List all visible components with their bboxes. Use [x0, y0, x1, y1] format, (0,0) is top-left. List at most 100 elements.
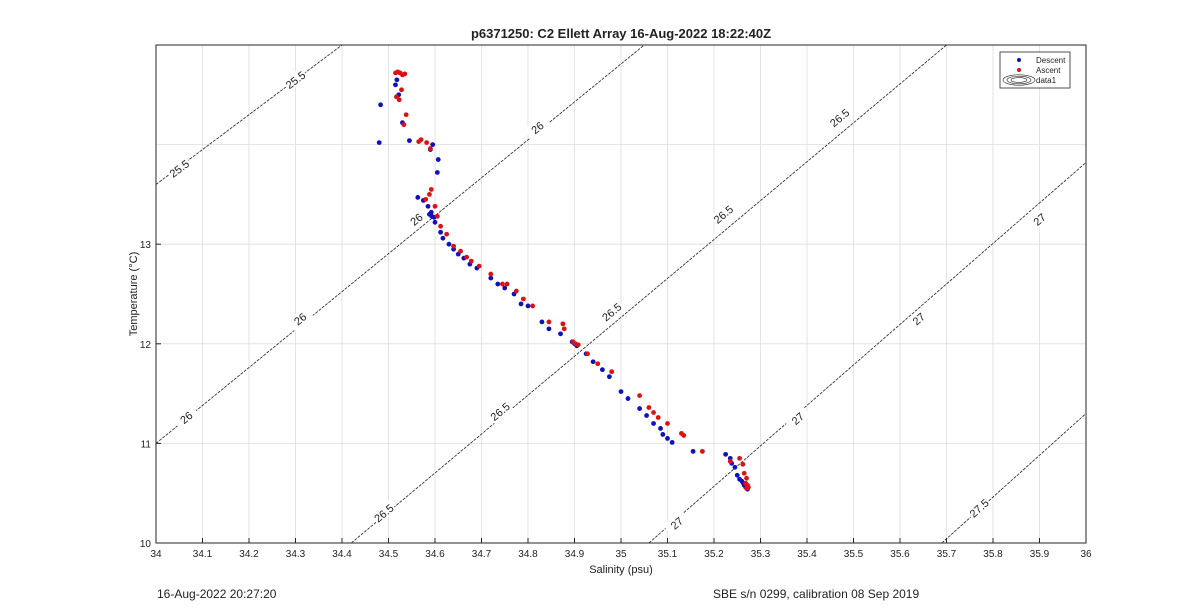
chart-title: p6371250: C2 Ellett Array 16-Aug-2022 18… — [471, 26, 771, 41]
x-tick-label: 35.4 — [797, 549, 817, 560]
ascent-point — [424, 140, 430, 146]
ascent-point — [651, 410, 656, 415]
descent-point — [651, 421, 656, 426]
isopycnal-label: 26 — [408, 212, 425, 229]
isopycnal-line — [155, 44, 645, 444]
descent-point — [430, 142, 436, 148]
isopycnal-label-bg — [1025, 206, 1053, 232]
ascent-point — [396, 97, 402, 103]
ascent-point — [681, 433, 687, 438]
isopycnal-line — [351, 44, 947, 544]
legend-marker-ascent — [1017, 68, 1021, 72]
legend[interactable]: Descent Ascent data1 — [999, 51, 1071, 89]
ascent-point — [399, 87, 404, 93]
ascent-point — [428, 187, 434, 192]
ascent-point — [458, 248, 463, 254]
descent-point — [394, 77, 400, 83]
isopycnal-label-bg — [281, 67, 309, 92]
ascent-series — [393, 69, 751, 491]
x-tick-label: 35 — [615, 549, 627, 560]
legend-marker-contour-icon — [1002, 74, 1036, 86]
descent-point — [606, 374, 612, 380]
isopycnal-label: 26 — [292, 311, 309, 328]
y-tick-label: 11 — [141, 439, 152, 450]
ascent-point — [504, 281, 510, 287]
grid-lines — [155, 45, 1087, 543]
y-tick-label: 10 — [140, 539, 152, 550]
descent-point — [723, 451, 729, 457]
ascent-point — [575, 342, 581, 348]
ascent-point — [403, 112, 409, 118]
x-tick-label: 36 — [1080, 549, 1092, 560]
descent-point — [415, 194, 421, 200]
descent-point — [435, 157, 441, 162]
isopycnal-label-bg — [825, 104, 853, 131]
axis-ticks: 34 34.1 34.2 34.3 34.4 34.5 34.6 34.7 34.8 34.9 35… — [140, 240, 1092, 560]
isopycnal-label-bg — [486, 398, 514, 424]
legend-contour-ring — [1010, 77, 1028, 83]
descent-point — [432, 219, 438, 225]
ascent-point — [744, 485, 749, 491]
ascent-point — [737, 455, 742, 461]
isopycnal-label: 26 — [529, 120, 546, 137]
x-axis-label: Salinity (psu) — [589, 564, 653, 576]
descent-point — [425, 203, 431, 209]
ascent-point — [665, 421, 670, 426]
descent-point — [378, 102, 383, 108]
x-tick-label: 35.8 — [983, 549, 1003, 560]
x-tick-label: 35.7 — [937, 549, 957, 560]
y-axis-label: Temperature (°C) — [128, 252, 140, 336]
ascent-point — [595, 361, 601, 367]
ascent-point — [476, 263, 482, 269]
legend-label-descent: Descent — [1036, 56, 1066, 65]
ascent-point — [500, 281, 505, 287]
ascent-point — [520, 296, 526, 302]
ascent-point — [744, 475, 749, 481]
isopycnal-label: 26 — [178, 410, 195, 427]
x-tick-label: 35.1 — [658, 549, 678, 560]
isopycnal-label-bg — [370, 500, 397, 526]
descent-point — [658, 426, 663, 431]
x-tick-label: 34.1 — [193, 549, 213, 560]
descent-point — [438, 229, 443, 235]
descent-point — [495, 281, 501, 287]
descent-point — [393, 82, 398, 88]
descent-point — [637, 406, 642, 411]
ascent-point — [418, 137, 424, 143]
ascent-point — [434, 213, 440, 219]
descent-point — [618, 389, 624, 395]
descent-point — [665, 436, 670, 441]
descent-point — [518, 301, 524, 307]
ascent-point — [560, 321, 566, 327]
descent-series — [376, 77, 750, 492]
legend-marker-descent — [1017, 58, 1021, 62]
ascent-point — [402, 71, 408, 77]
descent-point — [734, 472, 740, 478]
x-tick-label: 35.5 — [844, 549, 864, 560]
descent-point — [600, 367, 605, 373]
x-tick-label: 35.2 — [704, 549, 724, 560]
descent-point — [488, 275, 494, 281]
descent-point — [558, 331, 563, 337]
descent-point — [590, 359, 596, 365]
ascent-point — [427, 192, 432, 197]
isopycnal-label-bg — [904, 305, 932, 332]
descent-point — [525, 303, 531, 309]
ascent-point — [468, 258, 474, 264]
descent-point — [407, 138, 412, 144]
isopycnal-label-bg — [965, 494, 992, 521]
descent-point — [669, 440, 675, 445]
ascent-point — [699, 448, 705, 454]
ascent-point — [401, 122, 407, 128]
isopycnal-label-bg — [709, 201, 737, 227]
descent-point — [434, 170, 440, 175]
legend-label-data1: data1 — [1036, 76, 1057, 85]
y-tick-label: 13 — [140, 240, 152, 251]
isopycnal-label-bg — [286, 305, 314, 332]
ascent-point — [637, 393, 642, 398]
descent-point — [625, 396, 631, 401]
x-tick-label: 35.9 — [1030, 549, 1050, 560]
isopycnal-label-bg — [402, 206, 430, 232]
ascent-point — [655, 415, 661, 420]
